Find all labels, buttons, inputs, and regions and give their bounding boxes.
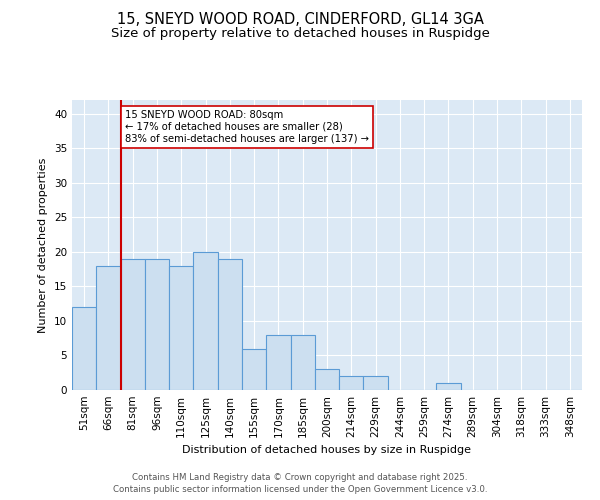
Bar (436, 383, 461, 390)
Bar (339, 376, 364, 390)
Bar (193, 252, 218, 390)
Bar (218, 259, 242, 390)
Bar (169, 266, 193, 390)
Bar (242, 348, 266, 390)
Bar (145, 259, 169, 390)
Text: 15 SNEYD WOOD ROAD: 80sqm
← 17% of detached houses are smaller (28)
83% of semi-: 15 SNEYD WOOD ROAD: 80sqm ← 17% of detac… (125, 110, 370, 144)
Bar (266, 335, 290, 390)
Text: Size of property relative to detached houses in Ruspidge: Size of property relative to detached ho… (110, 28, 490, 40)
Bar (121, 259, 145, 390)
Text: 15, SNEYD WOOD ROAD, CINDERFORD, GL14 3GA: 15, SNEYD WOOD ROAD, CINDERFORD, GL14 3G… (116, 12, 484, 28)
Bar (72, 307, 96, 390)
Text: Contains HM Land Registry data © Crown copyright and database right 2025.
Contai: Contains HM Land Registry data © Crown c… (113, 472, 487, 494)
Bar (364, 376, 388, 390)
Bar (96, 266, 121, 390)
X-axis label: Distribution of detached houses by size in Ruspidge: Distribution of detached houses by size … (182, 446, 472, 456)
Bar (315, 370, 339, 390)
Bar (290, 335, 315, 390)
Y-axis label: Number of detached properties: Number of detached properties (38, 158, 49, 332)
